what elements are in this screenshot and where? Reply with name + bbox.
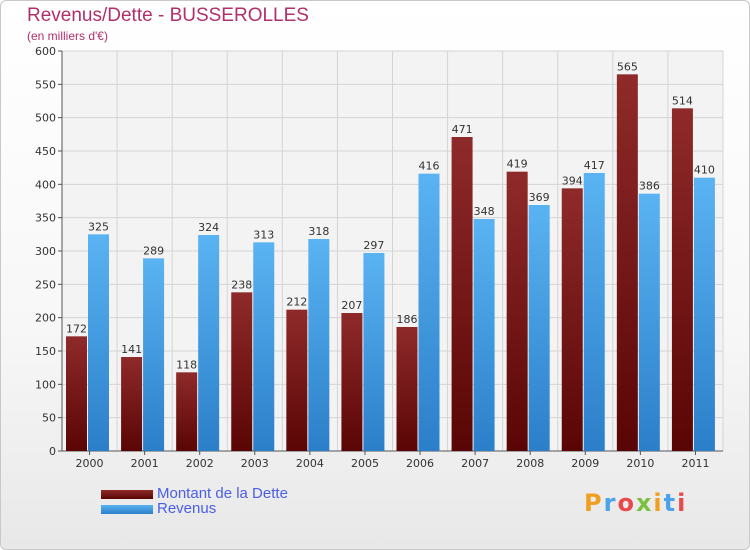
y-tick-label: 500	[35, 112, 56, 125]
x-tick-label: 2009	[571, 457, 599, 470]
data-label-revenus: 297	[363, 239, 384, 252]
bar-debt	[396, 327, 418, 451]
data-label-debt: 471	[452, 123, 473, 136]
y-tick-label: 250	[35, 278, 56, 291]
data-label-debt: 394	[562, 174, 583, 187]
bar-debt	[506, 171, 528, 451]
bar-debt	[671, 108, 693, 451]
bar-debt	[561, 188, 583, 452]
x-tick-label: 2008	[516, 457, 544, 470]
bar-debt	[286, 309, 308, 451]
y-tick-label: 100	[35, 378, 56, 391]
data-label-debt: 565	[617, 60, 638, 73]
bar-revenus	[583, 173, 605, 451]
bar-debt	[341, 313, 363, 451]
data-label-debt: 514	[672, 94, 693, 107]
bar-revenus	[198, 235, 220, 451]
bar-revenus	[638, 193, 660, 451]
bar-revenus	[528, 205, 550, 451]
logo-letter: x	[635, 489, 654, 517]
x-tick-label: 2011	[681, 457, 709, 470]
data-label-debt: 118	[176, 358, 197, 371]
x-tick-label: 2001	[131, 457, 159, 470]
legend-swatch-debt	[101, 490, 153, 499]
y-tick-label: 150	[35, 345, 56, 358]
bar-revenus	[88, 234, 109, 451]
bar-debt	[66, 336, 87, 451]
data-label-debt: 172	[66, 322, 87, 335]
x-tick-label: 2006	[406, 457, 434, 470]
y-tick-label: 200	[35, 312, 56, 325]
chart-title: Revenus/Dette - BUSSEROLLES	[27, 5, 309, 26]
y-tick-label: 600	[35, 45, 56, 58]
data-label-debt: 419	[507, 158, 528, 171]
bar-debt	[121, 357, 143, 451]
x-tick-label: 2002	[186, 457, 214, 470]
data-label-revenus: 324	[198, 221, 219, 234]
x-tick-label: 2007	[461, 457, 489, 470]
data-label-revenus: 417	[584, 159, 605, 172]
bar-debt	[176, 372, 198, 451]
data-label-debt: 141	[121, 343, 142, 356]
chart-subtitle: (en milliers d'€)	[27, 29, 108, 43]
bar-debt	[451, 137, 473, 451]
bar-debt	[616, 74, 638, 451]
y-tick-label: 550	[35, 78, 56, 91]
bar-revenus	[253, 242, 275, 451]
data-label-revenus: 289	[143, 244, 164, 257]
logo-letter: P	[584, 489, 604, 517]
logo-letter: o	[617, 489, 636, 517]
y-tick-label: 350	[35, 212, 56, 225]
x-tick-label: 2010	[626, 457, 654, 470]
bar-revenus	[143, 258, 165, 451]
bar-revenus	[473, 219, 495, 451]
bar-revenus	[418, 173, 440, 451]
bar-revenus	[693, 177, 715, 451]
data-label-revenus: 348	[474, 205, 495, 218]
data-label-revenus: 410	[694, 164, 715, 177]
bar-chart: 0 50 100 150 200 250 300 350 400 450 500 550 600 172 3…	[35, 45, 724, 470]
legend-label-revenus: Revenus	[157, 500, 217, 517]
data-label-debt: 186	[397, 313, 418, 326]
data-label-revenus: 386	[639, 180, 660, 193]
x-tick-label: 2000	[76, 457, 104, 470]
data-label-revenus: 318	[308, 225, 329, 238]
data-label-revenus: 313	[253, 228, 274, 241]
logo-letter: i	[677, 489, 688, 517]
y-tick-label: 450	[35, 145, 56, 158]
data-label-debt: 207	[341, 299, 362, 312]
data-label-revenus: 369	[529, 191, 550, 204]
y-tick-label: 300	[35, 245, 56, 258]
proxiti-logo: Proxiti	[584, 489, 687, 517]
data-label-revenus: 416	[419, 160, 440, 173]
data-label-debt: 238	[231, 278, 252, 291]
data-label-revenus: 325	[88, 220, 109, 233]
x-tick-label: 2005	[351, 457, 379, 470]
legend-swatch-revenus	[101, 505, 153, 514]
y-tick-label: 50	[42, 412, 56, 425]
x-tick-label: 2004	[296, 457, 324, 470]
y-tick-label: 0	[49, 445, 56, 458]
bar-revenus	[363, 253, 385, 451]
bar-revenus	[308, 239, 330, 451]
logo-letter: t	[663, 489, 678, 517]
x-tick-label: 2003	[241, 457, 269, 470]
logo-letter: r	[603, 489, 618, 517]
logo-letter: i	[653, 489, 664, 517]
bar-debt	[231, 292, 253, 451]
legend-label-debt: Montant de la Dette	[157, 485, 288, 502]
data-label-debt: 212	[286, 296, 307, 309]
y-tick-label: 400	[35, 178, 56, 191]
